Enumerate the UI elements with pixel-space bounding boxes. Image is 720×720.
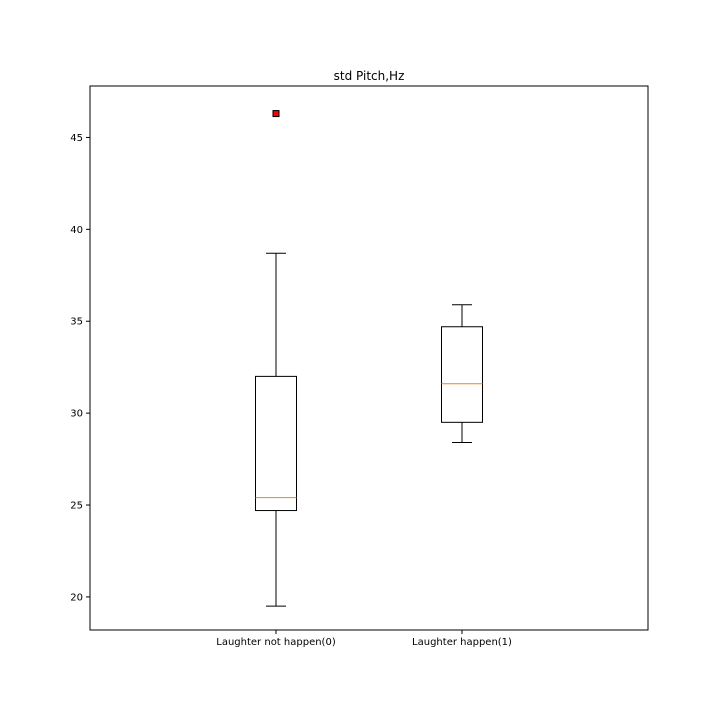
outlier-point [272,110,280,118]
x-tick-label: Laughter happen(1) [412,637,512,648]
box [255,375,297,512]
box [441,326,483,423]
y-tick-label: 25 [70,501,83,512]
x-tick-label: Laughter not happen(0) [216,637,336,648]
y-tick-label: 45 [70,133,83,144]
y-tick-label: 20 [70,592,83,603]
chart-title: std Pitch,Hz [334,69,405,83]
plot-area: 20 25 30 35 40 45 Laughter not happen(0) Laught… [70,85,649,648]
y-tick-label: 40 [70,225,83,236]
y-tick-label: 30 [70,409,83,420]
y-tick-label: 35 [70,317,83,328]
axes-frame [89,85,649,631]
